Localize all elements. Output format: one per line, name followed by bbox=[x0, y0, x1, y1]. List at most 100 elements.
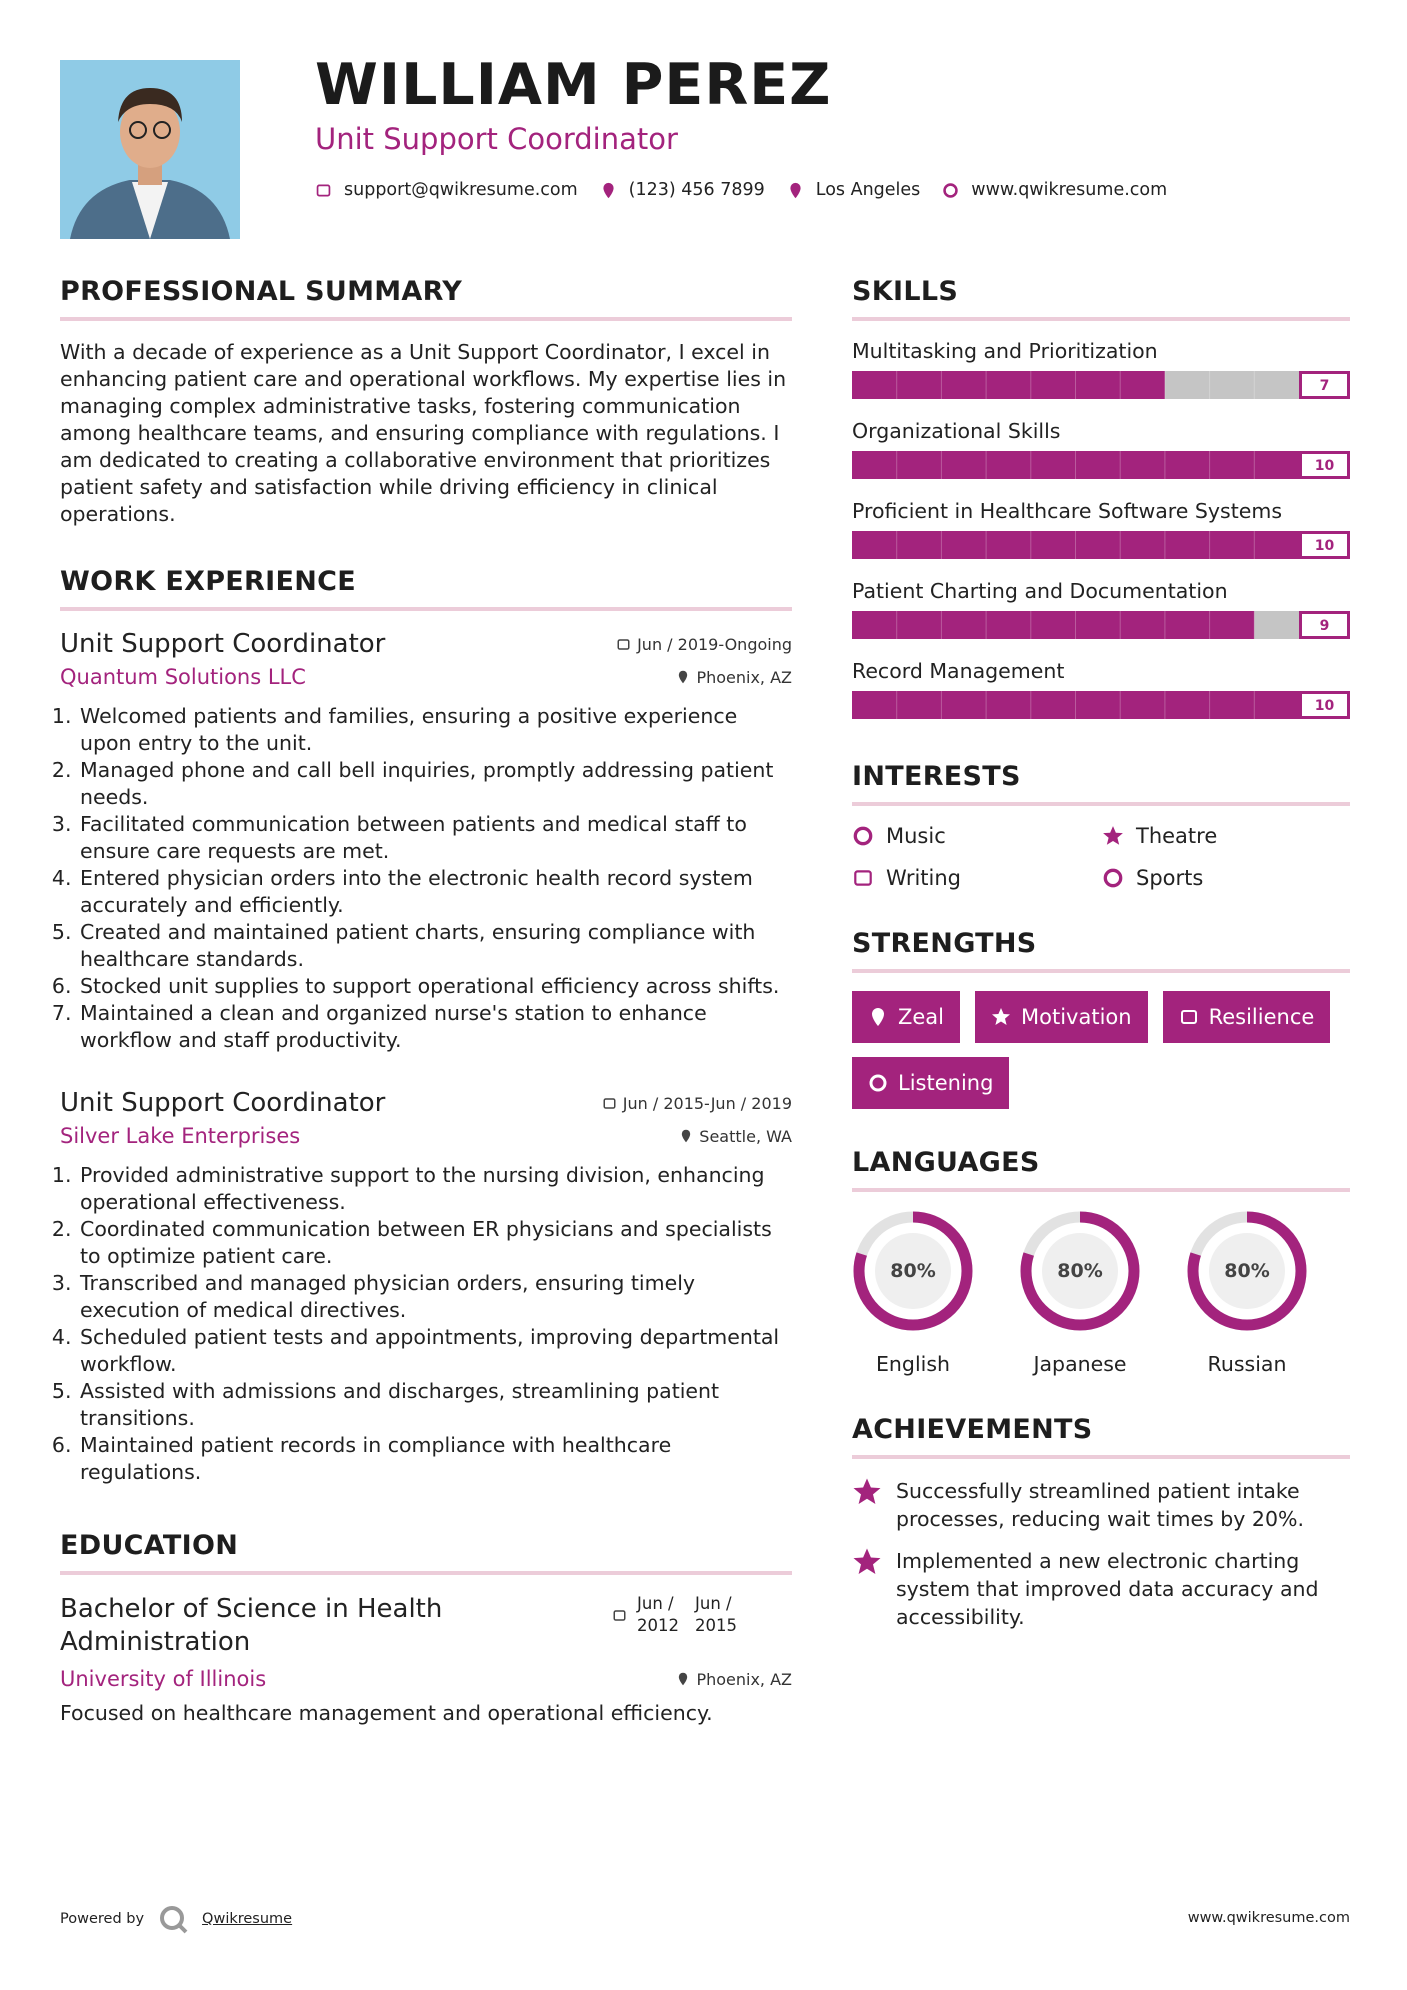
right-column: SKILLS Multitasking and Prioritization 7 Or… bbox=[852, 276, 1350, 1645]
ring-center bbox=[1042, 1233, 1118, 1309]
footer-brand: Powered by Qwikresume bbox=[60, 1904, 292, 1934]
language-ring: 80% bbox=[853, 1211, 973, 1331]
ring-center bbox=[875, 1233, 951, 1309]
skill-name: Patient Charting and Documentation bbox=[852, 579, 1228, 603]
icon-shape bbox=[853, 1548, 881, 1574]
interest: Sports bbox=[1102, 866, 1342, 890]
language-list: 80% English 80% Japanese 80% Russian bbox=[852, 1210, 1350, 1376]
strength-badge: Motivation bbox=[975, 991, 1148, 1043]
job-item: Created and maintained patient charts, e… bbox=[78, 919, 792, 973]
icon-shape bbox=[1180, 1010, 1197, 1024]
job-header: Unit Support Coordinator Jun / 2019-Ongoi… bbox=[60, 629, 792, 659]
icon-shape bbox=[603, 1098, 616, 1109]
skill-name: Multitasking and Prioritization bbox=[852, 339, 1158, 363]
icon-shape bbox=[617, 639, 630, 650]
location-text: Phoenix, AZ bbox=[696, 667, 792, 687]
strength-name: Motivation bbox=[1021, 1005, 1132, 1029]
job-items: Provided administrative support to the n… bbox=[60, 1162, 792, 1486]
skill-level: 10 bbox=[1315, 698, 1335, 714]
skill: Record Management 10 bbox=[852, 659, 1350, 723]
language-level: 80% bbox=[890, 1260, 935, 1282]
strength-badge: Zeal bbox=[852, 991, 961, 1043]
skill-bar: 10 bbox=[852, 531, 1350, 559]
date-text: Jun / 2015-Jun / 2019 bbox=[622, 1094, 792, 1113]
job-title: Unit Support Coordinator bbox=[60, 1088, 386, 1118]
skill-box bbox=[1299, 451, 1350, 479]
interest: Music bbox=[852, 824, 1102, 848]
icon-shape bbox=[613, 1609, 626, 1621]
strength-name: Listening bbox=[898, 1071, 994, 1095]
job-title: Unit Support Coordinator bbox=[60, 629, 386, 659]
language-level: 80% bbox=[1057, 1260, 1102, 1282]
job-item: Entered physician orders into the electr… bbox=[78, 865, 792, 919]
skill-box bbox=[1299, 611, 1350, 639]
footer-website: www.qwikresume.com bbox=[1187, 1910, 1350, 1926]
icon-shape bbox=[679, 1672, 688, 1686]
icon bbox=[617, 639, 630, 650]
icon bbox=[613, 1609, 626, 1621]
education-section: EDUCATION Bachelor of Science in Health A… bbox=[60, 1530, 792, 1725]
company: Quantum Solutions LLC bbox=[60, 665, 306, 689]
icon-shape bbox=[853, 826, 873, 846]
icon-shape bbox=[992, 1008, 1011, 1025]
job-item: Assisted with admissions and discharges,… bbox=[78, 1378, 792, 1432]
edu-description: Focused on healthcare management and ope… bbox=[60, 1701, 713, 1725]
skill-fill bbox=[852, 611, 1255, 639]
job: Unit Support Coordinator Jun / 2019-Ongoi… bbox=[60, 629, 792, 1054]
summary-text: With a decade of experience as a Unit Su… bbox=[60, 340, 787, 526]
section-heading: PROFESSIONAL SUMMARY bbox=[60, 276, 792, 321]
icon-shape bbox=[853, 1478, 881, 1504]
job-title: Unit Support Coordinator bbox=[315, 122, 678, 156]
icon-shape bbox=[790, 182, 801, 198]
interest-grid: Music Theatre Writing Sports bbox=[852, 824, 1350, 890]
job-items: Welcomed patients and families, ensuring… bbox=[60, 703, 792, 1054]
strength-name: Resilience bbox=[1208, 1005, 1315, 1029]
language-ring: 80% bbox=[1187, 1211, 1307, 1331]
achievement: Successfully streamlined patient intake … bbox=[852, 1477, 1350, 1533]
edu-end: Jun / 2015 bbox=[695, 1594, 737, 1635]
contact-item: Los Angeles bbox=[787, 180, 921, 200]
icon-shape bbox=[316, 184, 331, 196]
interest: Theatre bbox=[1102, 824, 1342, 848]
icon bbox=[1103, 826, 1123, 845]
interest-name: Music bbox=[886, 824, 946, 848]
icon-shape bbox=[943, 182, 959, 198]
strength-badge: Resilience bbox=[1162, 991, 1331, 1043]
icon bbox=[869, 1074, 887, 1092]
icon-shape bbox=[682, 1129, 691, 1143]
icon bbox=[603, 1098, 616, 1109]
skill-level: 7 bbox=[1320, 378, 1330, 394]
achievement: Implemented a new electronic charting sy… bbox=[852, 1547, 1350, 1631]
skill-bar: 9 bbox=[852, 611, 1350, 639]
language-name: Russian bbox=[1207, 1352, 1287, 1376]
icon bbox=[853, 1478, 881, 1504]
icon bbox=[603, 182, 614, 198]
language-ring: 80% bbox=[1020, 1211, 1140, 1331]
achievements-section: ACHIEVEMENTS Successfully streamlined pat… bbox=[852, 1414, 1350, 1631]
powered-by: Powered by bbox=[60, 1911, 145, 1927]
edu-location: Phoenix, AZ bbox=[676, 1670, 792, 1689]
brand-link[interactable]: Qwikresume bbox=[202, 1911, 293, 1927]
job-item: Facilitated communication between patien… bbox=[78, 811, 792, 865]
job-header: Unit Support Coordinator Jun / 2015-Jun /… bbox=[60, 1088, 792, 1118]
job-location: Phoenix, AZ bbox=[676, 668, 792, 687]
strengths-section: STRENGTHS Zeal Motivation Resilience Listeni… bbox=[852, 928, 1350, 1109]
contact-location: Los Angeles bbox=[815, 180, 921, 200]
contact-email: support@qwikresume.com bbox=[344, 180, 578, 200]
skill: Proficient in Healthcare Software System… bbox=[852, 499, 1350, 563]
skill-level: 10 bbox=[1315, 538, 1335, 554]
edu-start: Jun / 2012 bbox=[637, 1594, 679, 1635]
icon bbox=[1103, 868, 1123, 888]
language: 80% Russian bbox=[1186, 1210, 1308, 1376]
job-date: Jun / 2019-Ongoing bbox=[616, 635, 792, 654]
date-text: Jun / 2019-Ongoing bbox=[637, 635, 792, 654]
school: University of Illinois bbox=[60, 1667, 267, 1691]
icon bbox=[872, 1008, 884, 1026]
ring-fill bbox=[853, 1211, 973, 1331]
contacts: support@qwikresume.com (123) 456 7899 Los … bbox=[315, 180, 1167, 200]
icon bbox=[682, 1129, 691, 1143]
language: 80% English bbox=[852, 1210, 974, 1376]
summary-section: PROFESSIONAL SUMMARY With a decade of exp… bbox=[60, 276, 792, 528]
achievement-text: Implemented a new electronic charting sy… bbox=[896, 1549, 1319, 1629]
section-heading: STRENGTHS bbox=[852, 928, 1350, 973]
